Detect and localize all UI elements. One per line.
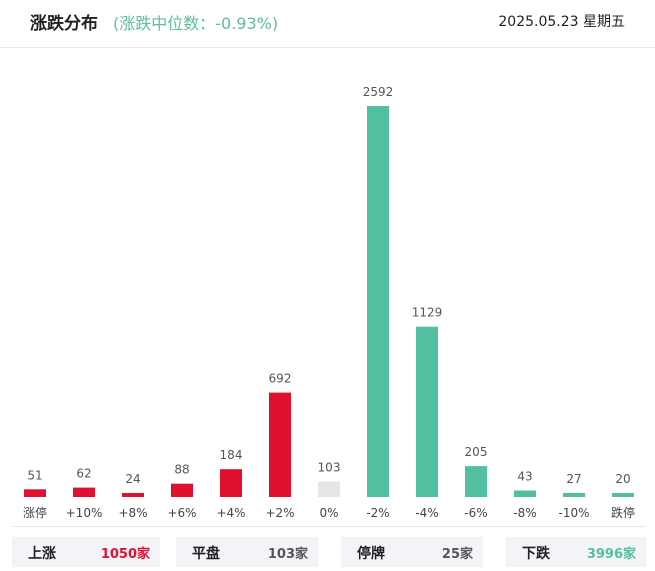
category-label-5: +2% — [265, 506, 294, 520]
bar-value-label-10: 43 — [517, 470, 532, 484]
bar-4 — [220, 469, 242, 497]
chart-title: 涨跌分布 — [30, 14, 98, 34]
bar-10 — [514, 490, 536, 497]
bar-value-label-9: 205 — [465, 445, 488, 459]
bar-value-label-0: 51 — [27, 468, 42, 482]
bar-11 — [563, 492, 585, 497]
bar-6 — [318, 481, 340, 497]
category-label-7: -2% — [366, 506, 389, 520]
category-label-0: 涨停 — [23, 505, 47, 520]
category-label-9: -6% — [464, 506, 487, 520]
bar-value-label-5: 692 — [269, 372, 292, 386]
bar-value-label-8: 1129 — [412, 306, 443, 320]
category-label-11: -10% — [558, 506, 589, 520]
bar-0 — [24, 489, 46, 497]
bar-value-label-6: 103 — [318, 461, 341, 475]
median-change-subtitle: (涨跌中位数：-0.93%) — [113, 14, 279, 33]
summary-down: 下跌 3996家 — [506, 537, 646, 567]
summary-flat: 平盘 103家 — [176, 537, 318, 567]
category-label-8: -4% — [415, 506, 438, 520]
bar-3 — [171, 483, 193, 497]
bar-value-label-7: 2592 — [363, 85, 394, 99]
bar-8 — [416, 326, 438, 497]
bar-1 — [73, 487, 95, 497]
bar-value-label-11: 27 — [566, 472, 581, 486]
bar-12 — [612, 493, 634, 497]
bar-value-label-3: 88 — [174, 463, 189, 477]
category-label-10: -8% — [513, 506, 536, 520]
summary-divider — [12, 526, 646, 527]
category-label-12: 跌停 — [611, 505, 635, 520]
bar-2 — [122, 493, 144, 497]
summary-up-count: 1050家 — [100, 547, 150, 562]
chart-header: 涨跌分布 (涨跌中位数：-0.93%) 2025.05.23 星期五 — [0, 0, 655, 48]
summary-flat-label: 平盘 — [192, 546, 220, 562]
summary-suspended-label: 停牌 — [357, 546, 385, 562]
category-label-2: +8% — [118, 506, 147, 520]
summary-suspended: 停牌 25家 — [341, 537, 483, 567]
bar-5 — [269, 392, 291, 497]
bar-9 — [465, 466, 487, 497]
distribution-bar-chart: 51 涨停 62 +10% 24 +8% 88 +6% 184 +4% 692 +2% 103 0% 259… — [23, 85, 635, 520]
summary-down-count: 3996家 — [586, 547, 636, 562]
summary-suspended-count: 25家 — [441, 547, 473, 562]
bar-value-label-4: 184 — [220, 448, 243, 462]
trade-date: 2025.05.23 星期五 — [498, 14, 625, 30]
bar-value-label-2: 24 — [125, 472, 140, 486]
summary-down-label: 下跌 — [522, 546, 550, 562]
category-label-3: +6% — [167, 506, 196, 520]
summary-flat-count: 103家 — [267, 547, 308, 562]
bar-value-label-1: 62 — [76, 467, 91, 481]
category-label-6: 0% — [319, 506, 338, 520]
bar-value-label-12: 20 — [615, 472, 630, 486]
summary-up: 上涨 1050家 — [12, 537, 160, 567]
bar-7 — [367, 106, 389, 497]
category-label-1: +10% — [66, 506, 103, 520]
summary-up-label: 上涨 — [28, 546, 56, 562]
category-label-4: +4% — [216, 506, 245, 520]
